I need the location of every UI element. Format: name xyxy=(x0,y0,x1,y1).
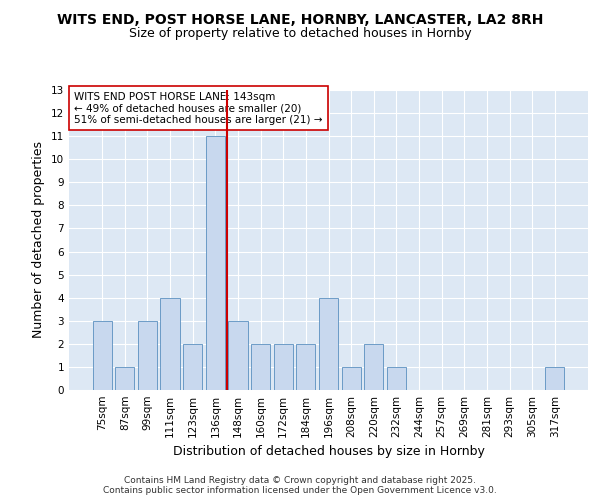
Text: Contains HM Land Registry data © Crown copyright and database right 2025.
Contai: Contains HM Land Registry data © Crown c… xyxy=(103,476,497,495)
Bar xyxy=(545,367,565,390)
Bar xyxy=(115,367,134,390)
Bar xyxy=(296,344,316,390)
Text: Size of property relative to detached houses in Hornby: Size of property relative to detached ho… xyxy=(128,28,472,40)
Bar xyxy=(138,321,157,390)
Bar xyxy=(251,344,270,390)
Bar xyxy=(229,321,248,390)
X-axis label: Distribution of detached houses by size in Hornby: Distribution of detached houses by size … xyxy=(173,446,484,458)
Bar xyxy=(160,298,180,390)
Bar xyxy=(183,344,202,390)
Bar xyxy=(341,367,361,390)
Bar xyxy=(274,344,293,390)
Y-axis label: Number of detached properties: Number of detached properties xyxy=(32,142,46,338)
Bar xyxy=(92,321,112,390)
Text: WITS END, POST HORSE LANE, HORNBY, LANCASTER, LA2 8RH: WITS END, POST HORSE LANE, HORNBY, LANCA… xyxy=(57,12,543,26)
Bar xyxy=(206,136,225,390)
Bar xyxy=(387,367,406,390)
Bar xyxy=(319,298,338,390)
Bar xyxy=(364,344,383,390)
Text: WITS END POST HORSE LANE: 143sqm
← 49% of detached houses are smaller (20)
51% o: WITS END POST HORSE LANE: 143sqm ← 49% o… xyxy=(74,92,323,124)
